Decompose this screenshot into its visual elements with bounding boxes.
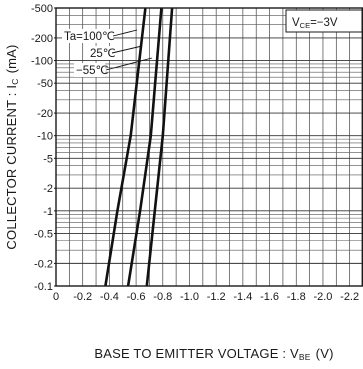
x-tick-label: -2.2 — [340, 291, 359, 303]
y-tick-label: -5 — [43, 153, 53, 165]
y-tick-label: -500 — [31, 3, 53, 15]
y-axis-title: COLLECTOR CURRENT : IC(mA) — [4, 44, 20, 249]
series-line — [145, 7, 174, 287]
series-label: 25℃ — [90, 48, 116, 60]
condition-label: VCE=−3V — [292, 17, 338, 30]
y-tick-label: -0.1 — [34, 281, 53, 293]
x-tick-label: -0.6 — [127, 291, 146, 303]
y-tick-label: -2 — [43, 183, 53, 195]
condition-box: VCE=−3V — [285, 9, 363, 33]
series-leader-line — [111, 45, 143, 54]
series-label: Ta=100℃ — [64, 31, 115, 43]
condition-box-frame — [285, 9, 363, 33]
x-tick-label: -0.8 — [153, 291, 172, 303]
x-tick-label: -1.8 — [287, 291, 306, 303]
series-line — [126, 7, 163, 287]
x-tick-label: -1.4 — [233, 291, 252, 303]
series-annotations: Ta=100℃ 25℃ −55℃ — [62, 29, 153, 77]
x-tick-label: -1.6 — [260, 291, 279, 303]
series-curves — [104, 7, 174, 287]
y-tick-label: -10 — [37, 131, 53, 143]
y-tick-label: -200 — [31, 33, 53, 45]
x-tick-label: -1.0 — [180, 291, 199, 303]
series-label-backdrop — [62, 29, 114, 43]
series-line — [104, 7, 147, 287]
y-tick-label: -100 — [31, 56, 53, 68]
y-tick-label: -0.5 — [34, 228, 53, 240]
x-axis-title: BASE TO EMITTER VOLTAGE : VBE (V) — [94, 346, 333, 362]
x-tick-label: 0 — [53, 291, 59, 303]
y-tick-labels: -0.1 -0.2 -0.5 -1 -2 -5 -10 -20 -50 -100 -200 -500 — [31, 3, 56, 293]
x-tick-label: -1.2 — [207, 291, 226, 303]
series-label: −55℃ — [76, 65, 109, 77]
series-leader-line — [112, 29, 138, 37]
series-leader-line — [105, 57, 153, 71]
x-tick-labels: 0 -0.2 -0.4 -0.6 -0.8 -1.0 -1.2 -1.4 -1.6 -1.8 -2.… — [53, 291, 359, 303]
y-tick-label: -0.2 — [34, 258, 53, 270]
y-tick-label: -20 — [37, 108, 53, 120]
x-tick-label: -0.4 — [100, 291, 119, 303]
y-tick-label: -1 — [43, 206, 53, 218]
plot-frame — [55, 7, 363, 287]
series-label-backdrop — [74, 63, 106, 77]
x-tick-label: -2.0 — [313, 291, 332, 303]
series-label-backdrop — [88, 46, 113, 60]
y-tick-label: -50 — [37, 78, 53, 90]
x-tick-label: -0.2 — [73, 291, 92, 303]
